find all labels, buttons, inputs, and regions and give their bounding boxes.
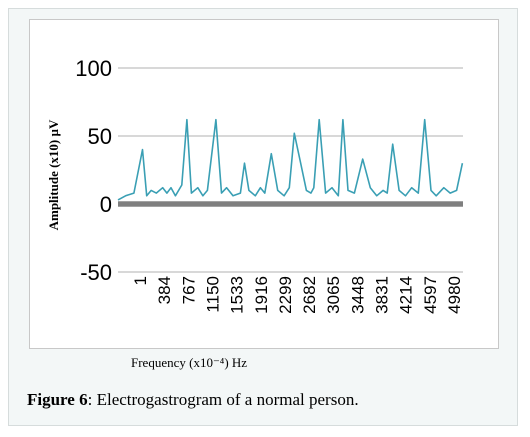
x-tick-label: 3831 — [373, 276, 392, 314]
baseline-band — [118, 201, 463, 207]
y-tick-label: 0 — [100, 192, 112, 217]
figure-panel: 100 50 0 -50 1 384 767 1150 1533 1916 2299 2682 3065… — [8, 8, 518, 426]
x-axis-label: Frequency (x10⁻⁴) Hz — [131, 355, 248, 370]
x-tick-label: 384 — [155, 276, 174, 304]
x-tick-label: 1533 — [228, 276, 247, 314]
series-line — [117, 118, 464, 201]
emg-line-chart: 100 50 0 -50 1 384 767 1150 1533 1916 2299 2682 3065… — [46, 56, 464, 314]
y-tick-label: -50 — [80, 260, 112, 285]
chart-area: 100 50 0 -50 1 384 767 1150 1533 1916 2299 2682 3065… — [29, 19, 499, 349]
x-tick-label: 767 — [179, 276, 198, 304]
x-tick-label: 4597 — [421, 276, 440, 314]
x-tick-label: 2299 — [276, 276, 295, 314]
y-tick-label: 100 — [75, 56, 112, 81]
x-tick-label: 2682 — [300, 276, 319, 314]
x-tick-label: 1 — [131, 276, 150, 285]
y-tick-label: 50 — [88, 124, 112, 149]
caption-label: Figure 6 — [27, 390, 88, 409]
y-axis-label: Amplitude (x10) µV — [46, 119, 61, 230]
figure-caption: Figure 6: Electrogastrogram of a normal … — [27, 390, 359, 410]
x-tick-label: 4214 — [397, 276, 416, 314]
x-tick-label: 3448 — [348, 276, 367, 314]
x-tick-label: 4980 — [445, 276, 464, 314]
x-tick-label: 3065 — [324, 276, 343, 314]
caption-text: : Electrogastrogram of a normal person. — [87, 390, 359, 409]
x-tick-label: 1916 — [252, 276, 271, 314]
x-tick-label: 1150 — [203, 276, 222, 313]
